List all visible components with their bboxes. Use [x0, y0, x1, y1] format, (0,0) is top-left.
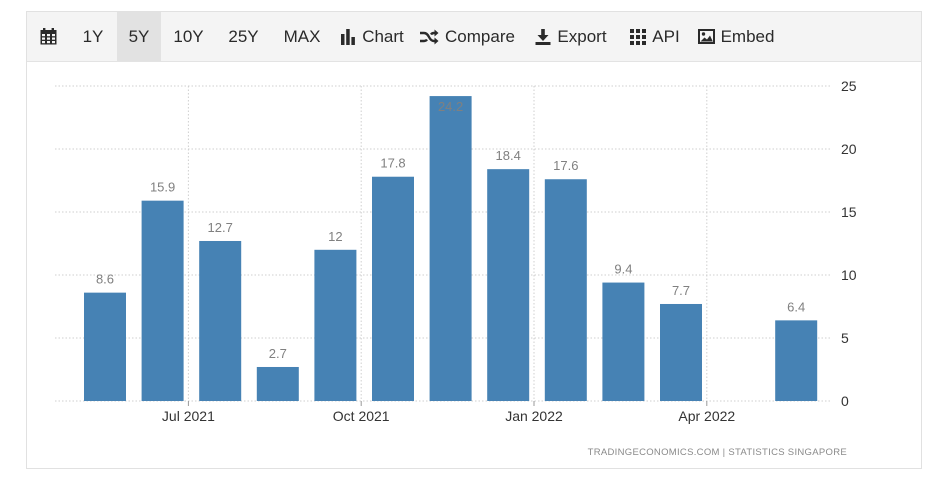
- data-label: 9.4: [614, 262, 632, 277]
- x-tick-label: Jul 2021: [162, 408, 215, 424]
- data-label: 7.7: [672, 283, 690, 298]
- data-label: 2.7: [269, 346, 287, 361]
- bar[interactable]: [199, 240, 242, 401]
- bar[interactable]: [660, 303, 702, 401]
- bar[interactable]: [314, 249, 357, 401]
- range-1y-button[interactable]: 1Y: [82, 26, 104, 46]
- bar[interactable]: [256, 366, 299, 401]
- bar-chart-icon: [340, 28, 356, 45]
- range-25y-button[interactable]: 25Y: [228, 26, 259, 46]
- bar[interactable]: [372, 176, 414, 401]
- calendar-icon: [40, 28, 57, 45]
- data-label: 8.6: [96, 272, 114, 287]
- api-label: API: [652, 26, 680, 46]
- bar[interactable]: [544, 179, 587, 401]
- x-tick-label: Apr 2022: [678, 408, 735, 424]
- y-tick-label: 10: [841, 267, 857, 283]
- range-max-button[interactable]: MAX: [283, 26, 321, 46]
- x-tick-label: Oct 2021: [333, 408, 390, 424]
- bar[interactable]: [429, 96, 472, 401]
- data-label: 17.6: [553, 158, 578, 173]
- bar[interactable]: [775, 320, 818, 401]
- chart-toolbar: 1Y 5Y 10Y 25Y MAX Chart: [27, 12, 921, 62]
- chart-type-button[interactable]: Chart: [333, 12, 411, 61]
- embed-label: Embed: [720, 26, 775, 46]
- y-tick-label: 25: [841, 78, 857, 94]
- embed-button[interactable]: Embed: [691, 12, 781, 61]
- compare-button[interactable]: Compare: [411, 12, 523, 61]
- download-icon: [535, 28, 551, 45]
- shuffle-icon: [419, 29, 439, 45]
- data-label: 18.4: [496, 148, 521, 163]
- bar[interactable]: [602, 282, 645, 401]
- compare-label: Compare: [445, 26, 515, 46]
- data-labels: 8.6 15.9 12.7 2.7 12 17.8 24.2 18.4 17.6 9.4 7.7 6.…: [96, 99, 805, 361]
- chart-type-label: Chart: [362, 26, 404, 46]
- y-tick-label: 20: [841, 141, 857, 157]
- image-icon: [697, 29, 715, 44]
- y-tick-label: 5: [841, 330, 849, 346]
- grid-icon: [630, 28, 647, 45]
- bar[interactable]: [141, 200, 184, 401]
- data-label: 12.7: [208, 220, 233, 235]
- data-label: 24.2: [438, 99, 463, 114]
- x-tick-label: Jan 2022: [505, 408, 563, 424]
- bar[interactable]: [487, 169, 530, 401]
- bar-series: [84, 96, 818, 401]
- data-label: 17.8: [380, 156, 405, 171]
- x-axis: Jul 2021 Oct 2021 Jan 2022 Apr 2022: [162, 401, 735, 424]
- api-button[interactable]: API: [619, 12, 691, 61]
- export-button[interactable]: Export: [523, 12, 619, 61]
- data-label: 12: [328, 229, 342, 244]
- y-tick-label: 15: [841, 204, 857, 220]
- y-tick-label: 0: [841, 393, 849, 409]
- range-5y-button[interactable]: 5Y: [117, 12, 161, 61]
- data-label: 15.9: [150, 180, 175, 195]
- export-label: Export: [557, 26, 607, 46]
- calendar-button[interactable]: [27, 12, 69, 61]
- range-10y-button[interactable]: 10Y: [173, 26, 204, 46]
- grid-lines: [55, 85, 830, 402]
- bar[interactable]: [84, 292, 126, 401]
- y-axis: 0 5 10 15 20 25: [841, 78, 857, 409]
- data-label: 6.4: [787, 299, 805, 314]
- source-credit: TRADINGECONOMICS.COM | STATISTICS SINGAP…: [588, 447, 847, 458]
